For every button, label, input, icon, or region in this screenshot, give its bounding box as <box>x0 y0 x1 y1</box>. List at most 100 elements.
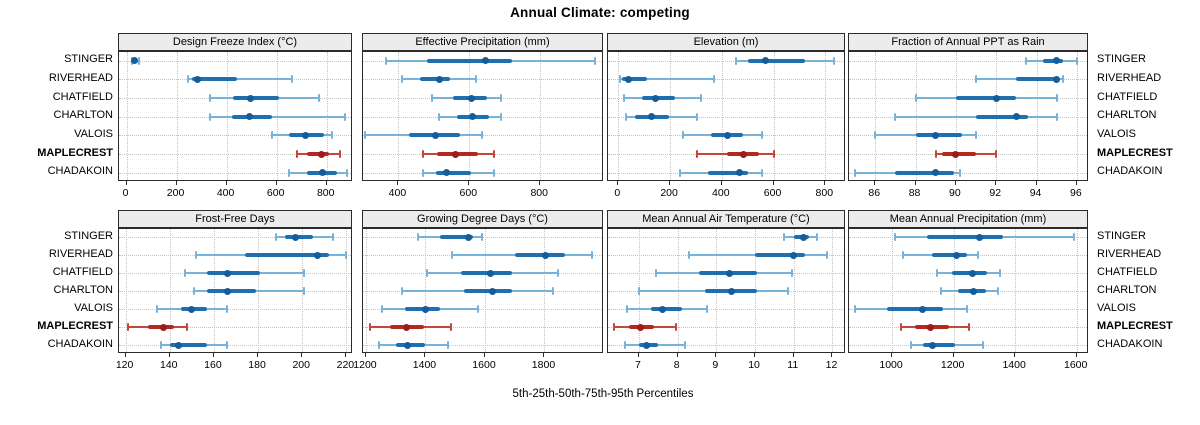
gridline-vertical <box>1076 51 1078 180</box>
axis-tick-label: 160 <box>204 359 222 371</box>
whisker-cap <box>369 323 372 332</box>
axis-tick-label: 400 <box>216 187 235 199</box>
axis-tick <box>257 353 259 357</box>
gridline-horizontal <box>119 60 351 62</box>
axis-tick-label: 0 <box>614 187 621 199</box>
gridline-horizontal <box>119 154 351 156</box>
axis-tick-label: 140 <box>160 359 178 371</box>
category-label-maplecrest: MAPLECREST <box>37 146 113 159</box>
panel-strip: Design Freeze Index (°C) <box>118 33 352 51</box>
axis-tick-label: 600 <box>459 187 478 199</box>
gridline-horizontal <box>608 309 844 311</box>
median-dot <box>736 169 744 177</box>
category-label-chatfield: CHATFIELD <box>52 90 113 103</box>
iqr-bar <box>955 96 1017 101</box>
whisker-cap <box>854 305 857 314</box>
axis-tick-label: 92 <box>989 187 1002 199</box>
whisker-cap <box>618 75 621 84</box>
whisker-cap <box>345 168 348 177</box>
gridline-horizontal <box>363 309 602 311</box>
iqr-bar <box>895 170 954 175</box>
category-label-charlton: CHARLTON <box>53 283 114 296</box>
whisker-cap <box>480 131 483 140</box>
whisker-cap <box>556 269 559 278</box>
axis-tick-label: 200 <box>660 187 678 199</box>
whisker-cap <box>696 150 699 159</box>
gridline-vertical <box>721 51 723 180</box>
axis-tick-label: 86 <box>868 187 881 199</box>
median-dot <box>421 305 429 313</box>
axis-tick <box>715 353 717 357</box>
axis-tick <box>914 181 916 185</box>
panel-plot <box>848 50 1088 181</box>
gridline-vertical <box>892 228 894 352</box>
axis-tick <box>424 353 426 357</box>
axis-tick <box>325 181 327 185</box>
whisker-cap <box>975 75 978 84</box>
axis-tick-label: 200 <box>166 187 185 199</box>
whisker-cap <box>655 269 658 278</box>
axis-tick <box>824 181 826 185</box>
median-dot <box>465 233 473 241</box>
iqr-bar <box>932 253 968 258</box>
gridline-horizontal <box>608 345 844 347</box>
whisker-cap <box>385 56 388 65</box>
median-dot <box>469 113 477 121</box>
axis-tick <box>397 181 399 185</box>
whisker-cap <box>226 341 229 350</box>
category-label-chatfield: CHATFIELD <box>1097 90 1158 103</box>
panel-plot <box>607 50 845 181</box>
median-dot <box>637 323 645 331</box>
whisker-cap <box>874 131 877 140</box>
whisker-cap <box>290 75 293 84</box>
median-dot <box>658 305 666 313</box>
panel-title: Mean Annual Precipitation (mm) <box>889 212 1047 225</box>
category-label-valois: VALOIS <box>1097 301 1136 314</box>
median-dot <box>728 287 736 295</box>
whisker-cap <box>625 112 628 121</box>
iqr-bar <box>755 253 806 258</box>
axis-tick <box>831 353 833 357</box>
axis-tick <box>954 181 956 185</box>
gridline-vertical <box>365 228 367 352</box>
median-dot <box>952 150 960 158</box>
axis-tick <box>792 353 794 357</box>
axis-tick-label: 1600 <box>1064 359 1088 371</box>
whisker-cap <box>914 94 917 103</box>
axis-tick <box>539 181 541 185</box>
gridline-horizontal <box>119 345 351 347</box>
whisker-cap <box>997 287 1000 296</box>
axis-tick-label: 1800 <box>531 359 556 371</box>
axis-tick-label: 800 <box>530 187 548 199</box>
panel-plot <box>362 50 603 181</box>
category-label-riverhead: RIVERHEAD <box>1097 71 1162 84</box>
median-dot <box>223 287 231 295</box>
whisker-cap <box>1055 94 1058 103</box>
median-dot <box>481 57 489 65</box>
category-label-chadakoin: CHADAKOIN <box>47 337 113 350</box>
whisker-cap <box>332 233 335 242</box>
axis-tick <box>225 181 227 185</box>
whisker-cap <box>481 233 483 242</box>
whisker-cap <box>674 323 677 332</box>
median-dot <box>799 233 807 241</box>
whisker-line <box>619 78 715 81</box>
median-dot <box>953 251 961 259</box>
whisker-cap <box>622 94 625 103</box>
gridline-horizontal <box>363 345 602 347</box>
axis-tick-label: 94 <box>1029 187 1042 199</box>
gridline-horizontal <box>608 98 844 100</box>
median-dot <box>131 57 139 65</box>
gridline-vertical <box>618 51 620 180</box>
whisker-cap <box>1055 112 1058 121</box>
axis-tick-label: 12 <box>825 359 838 371</box>
whisker-cap <box>981 341 984 350</box>
median-dot <box>919 305 927 313</box>
whisker-cap <box>552 287 555 296</box>
whisker-cap <box>493 150 496 159</box>
whisker-cap <box>344 112 347 121</box>
axis-tick-label: 8 <box>673 359 680 371</box>
category-label-chatfield: CHATFIELD <box>52 265 113 278</box>
axis-tick-label: 600 <box>266 187 285 199</box>
gridline-horizontal <box>363 327 602 329</box>
